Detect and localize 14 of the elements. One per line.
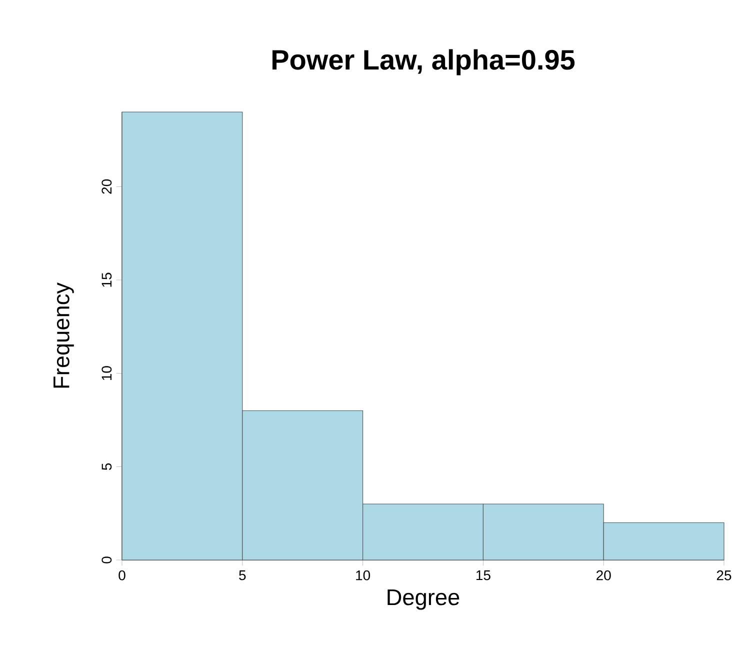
- x-tick-label: 25: [716, 570, 732, 580]
- x-tick-label: 15: [476, 570, 490, 580]
- chart-title: Power Law, alpha=0.95: [272, 49, 575, 76]
- x-tick-label: 0: [118, 570, 126, 580]
- x-axis-title: Degree: [388, 589, 460, 610]
- x-tick-label: 10: [356, 570, 370, 580]
- x-tick-label: 5: [239, 570, 246, 580]
- y-tick-label: 10: [102, 366, 112, 380]
- x-tick-label: 20: [596, 570, 611, 580]
- y-tick-label: 20: [102, 179, 112, 194]
- y-tick-label: 0: [102, 556, 112, 564]
- y-axis-title: Frequency: [54, 282, 74, 388]
- y-tick-label: 15: [102, 272, 112, 287]
- y-tick-label: 5: [102, 463, 112, 470]
